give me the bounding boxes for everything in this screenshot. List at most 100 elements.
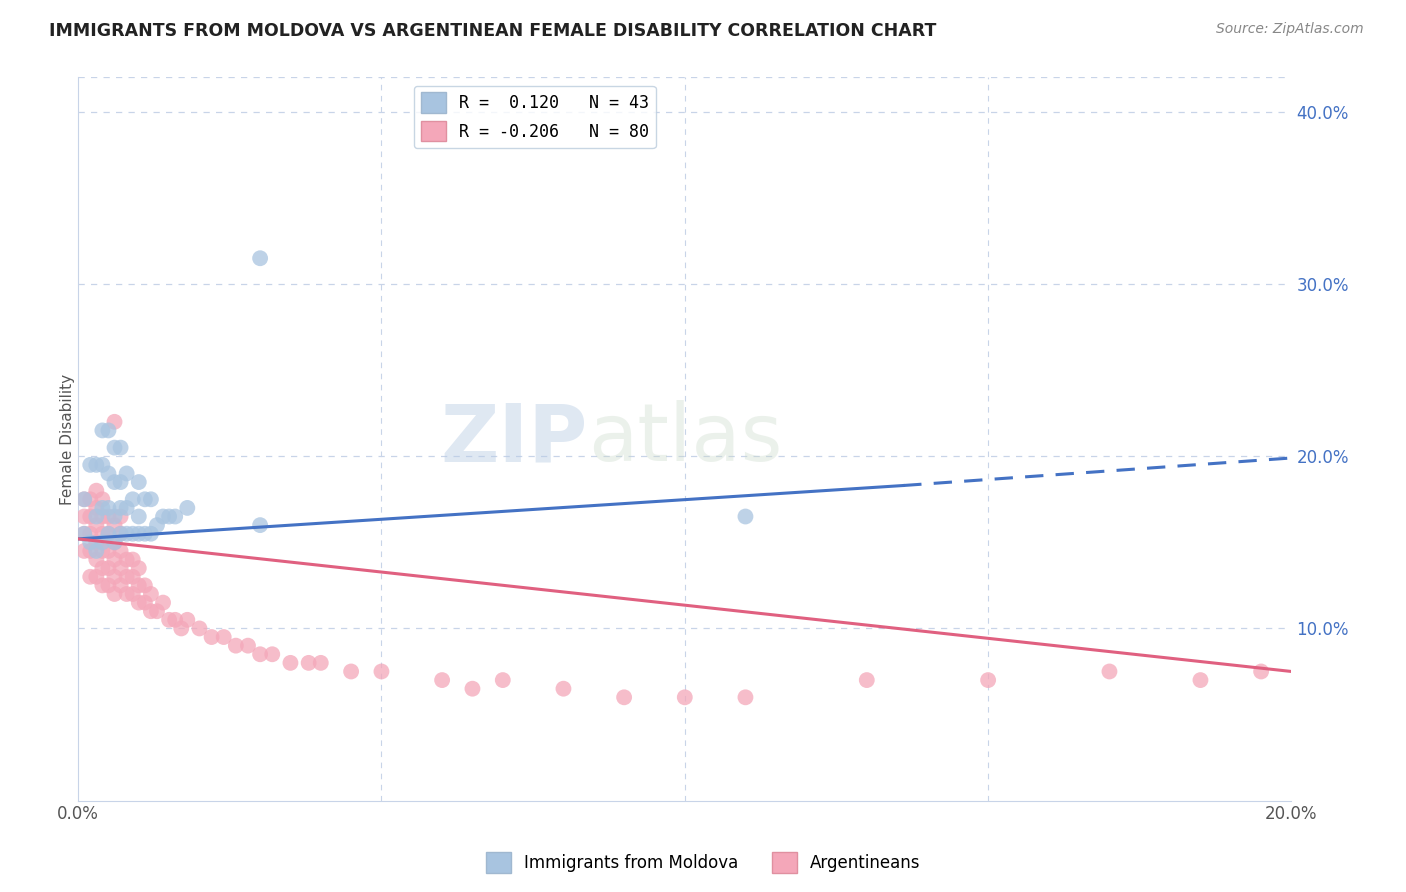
Point [613, 690, 636, 705]
Point [298, 656, 321, 670]
Point [91, 578, 114, 592]
Text: Source: ZipAtlas.com: Source: ZipAtlas.com [1216, 22, 1364, 37]
Point [176, 613, 198, 627]
Point [128, 578, 150, 592]
Point [249, 518, 271, 533]
Point [103, 587, 125, 601]
Point [73, 492, 96, 507]
Point [110, 578, 132, 592]
Point [115, 500, 138, 515]
Point [79, 544, 101, 558]
Point [115, 570, 138, 584]
Point [1250, 665, 1272, 679]
Point [103, 518, 125, 533]
Point [91, 526, 114, 541]
Point [262, 647, 284, 661]
Point [91, 424, 114, 438]
Point [97, 467, 120, 481]
Point [79, 509, 101, 524]
Point [79, 492, 101, 507]
Point [115, 587, 138, 601]
Point [103, 415, 125, 429]
Point [86, 544, 108, 558]
Point [97, 561, 120, 575]
Point [86, 518, 108, 533]
Point [134, 492, 156, 507]
Point [79, 570, 101, 584]
Point [121, 570, 143, 584]
Point [340, 665, 363, 679]
Point [79, 535, 101, 549]
Point [370, 665, 392, 679]
Point [110, 561, 132, 575]
Point [110, 526, 132, 541]
Y-axis label: Female Disability: Female Disability [59, 374, 75, 505]
Point [134, 596, 156, 610]
Point [110, 500, 132, 515]
Point [115, 526, 138, 541]
Point [170, 622, 193, 636]
Point [79, 526, 101, 541]
Point [86, 535, 108, 549]
Point [188, 622, 211, 636]
Point [134, 526, 156, 541]
Point [146, 518, 169, 533]
Point [97, 544, 120, 558]
Text: IMMIGRANTS FROM MOLDOVA VS ARGENTINEAN FEMALE DISABILITY CORRELATION CHART: IMMIGRANTS FROM MOLDOVA VS ARGENTINEAN F… [49, 22, 936, 40]
Point [86, 483, 108, 498]
Point [855, 673, 877, 687]
Point [91, 544, 114, 558]
Legend: Immigrants from Moldova, Argentineans: Immigrants from Moldova, Argentineans [479, 846, 927, 880]
Point [121, 492, 143, 507]
Point [115, 552, 138, 566]
Point [110, 544, 132, 558]
Point [103, 475, 125, 489]
Point [103, 535, 125, 549]
Point [73, 492, 96, 507]
Point [128, 561, 150, 575]
Point [977, 673, 1000, 687]
Point [673, 690, 696, 705]
Point [139, 492, 162, 507]
Text: atlas: atlas [588, 400, 782, 478]
Point [165, 613, 187, 627]
Point [103, 509, 125, 524]
Point [152, 509, 174, 524]
Point [176, 500, 198, 515]
Point [103, 552, 125, 566]
Point [553, 681, 575, 696]
Point [128, 596, 150, 610]
Point [1189, 673, 1212, 687]
Point [734, 509, 756, 524]
Point [121, 552, 143, 566]
Point [73, 526, 96, 541]
Point [134, 578, 156, 592]
Point [309, 656, 332, 670]
Point [86, 458, 108, 472]
Point [200, 630, 222, 644]
Legend: R =  0.120   N = 43, R = -0.206   N = 80: R = 0.120 N = 43, R = -0.206 N = 80 [413, 86, 655, 148]
Point [110, 509, 132, 524]
Text: ZIP: ZIP [440, 400, 588, 478]
Point [97, 509, 120, 524]
Point [91, 500, 114, 515]
Point [91, 561, 114, 575]
Point [461, 681, 484, 696]
Point [91, 458, 114, 472]
Point [103, 441, 125, 455]
Point [86, 570, 108, 584]
Point [73, 509, 96, 524]
Point [110, 441, 132, 455]
Point [115, 467, 138, 481]
Point [1098, 665, 1121, 679]
Point [97, 500, 120, 515]
Point [86, 500, 108, 515]
Point [225, 639, 247, 653]
Point [121, 526, 143, 541]
Point [249, 647, 271, 661]
Point [73, 544, 96, 558]
Point [139, 526, 162, 541]
Point [91, 492, 114, 507]
Point [97, 526, 120, 541]
Point [110, 475, 132, 489]
